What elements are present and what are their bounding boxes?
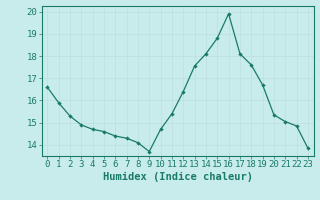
- X-axis label: Humidex (Indice chaleur): Humidex (Indice chaleur): [103, 172, 252, 182]
